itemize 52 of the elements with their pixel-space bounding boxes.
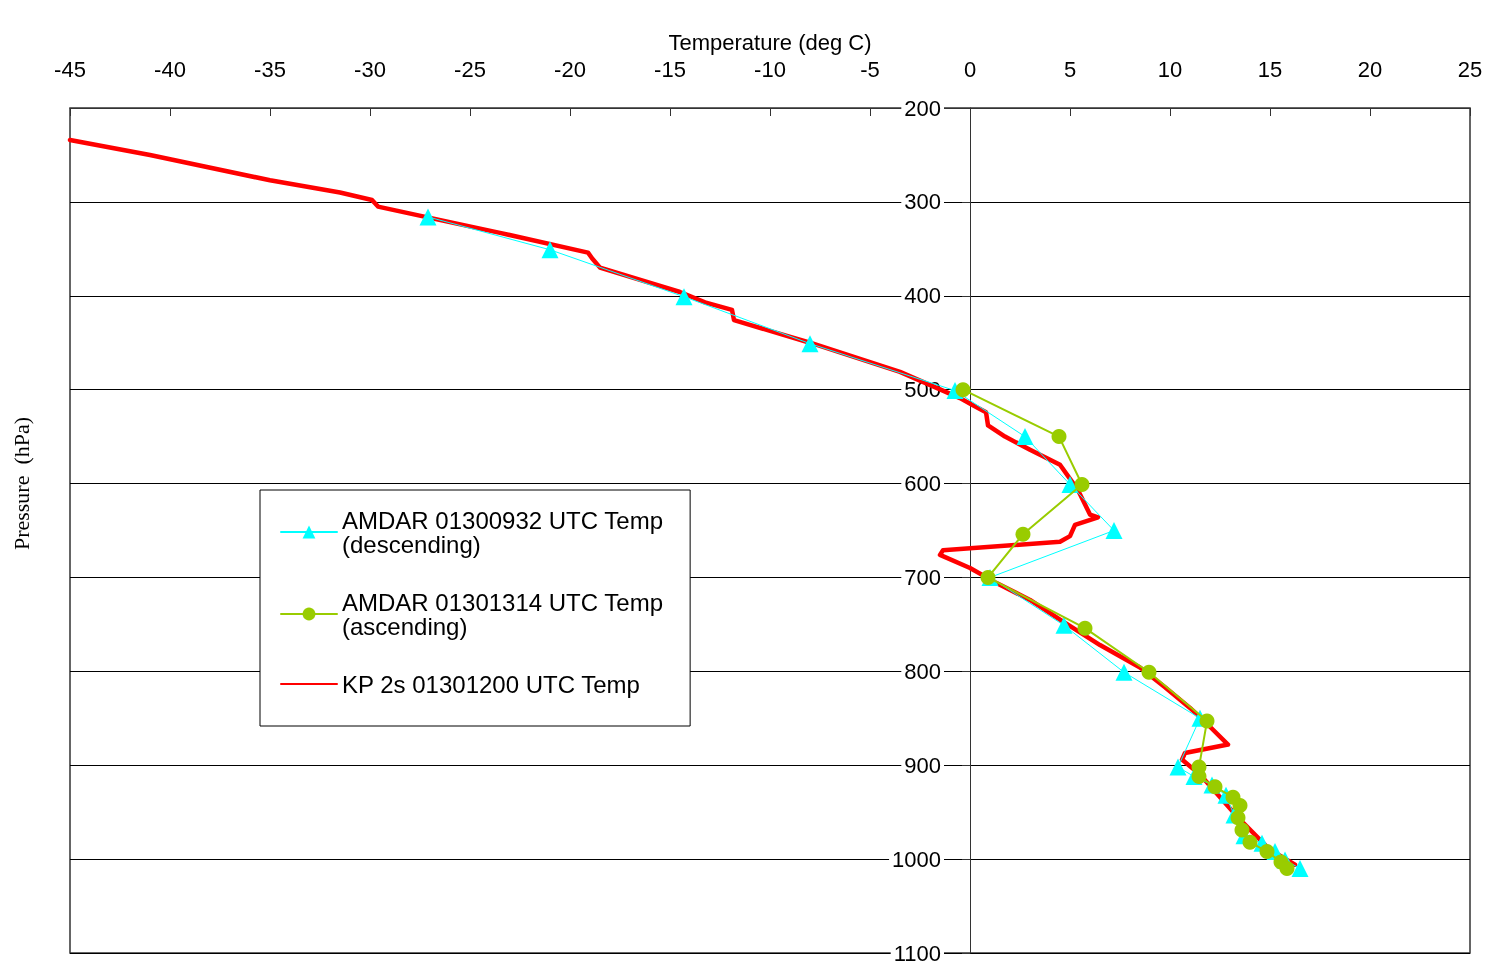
x-tick-label: 25 [1457, 56, 1483, 82]
point [1051, 429, 1067, 445]
legend-label: AMDAR 01301314 UTC Temp (ascending) [342, 588, 670, 640]
x-tick-label: 5 [1063, 56, 1077, 82]
x-tick-label: 20 [1357, 56, 1383, 82]
legend-label: AMDAR 01300932 UTC Temp (descending) [342, 506, 670, 558]
point [541, 241, 559, 259]
y-tick-label: 300 [904, 189, 941, 215]
point [1141, 664, 1157, 680]
y-tick-label: 700 [904, 564, 941, 590]
y-axis-title: Pressure (hPa) [8, 416, 34, 551]
y-tick-label: 600 [904, 471, 941, 497]
x-axis-title: Temperature (deg C) [668, 29, 872, 55]
point [1169, 758, 1187, 776]
point [1234, 822, 1250, 838]
y-tick-label: 400 [904, 283, 941, 309]
x-tick-label: 10 [1157, 56, 1183, 82]
x-tick-label: -15 [654, 56, 686, 82]
x-tick-label: -30 [354, 56, 386, 82]
point [419, 208, 437, 226]
point [1115, 663, 1133, 681]
point [1259, 844, 1275, 860]
y-tick-label: 1100 [893, 940, 941, 966]
legend-label: KP 2s 01301200 UTC Temp [342, 670, 640, 698]
x-tick-label: -5 [860, 56, 880, 82]
point [955, 382, 971, 398]
point [1077, 620, 1093, 636]
point [1291, 860, 1309, 877]
x-tick-label: 0 [963, 56, 977, 82]
x-tick-label: 15 [1257, 56, 1283, 82]
y-tick-label: 900 [904, 752, 941, 778]
point [1055, 616, 1073, 634]
x-tick-label: -20 [554, 56, 586, 82]
y-tick-label: 800 [904, 658, 941, 684]
point [675, 288, 693, 306]
point [1242, 834, 1258, 850]
point [1199, 713, 1215, 729]
point [801, 335, 819, 353]
x-tick-label: -10 [754, 56, 786, 82]
y-tick-label: 1000 [892, 846, 941, 872]
x-tick-label: -25 [454, 56, 486, 82]
x-tick-label: -45 [54, 56, 86, 82]
point [1105, 522, 1123, 539]
x-tick-label: -40 [154, 56, 186, 82]
y-tick-label: 200 [904, 95, 941, 121]
x-tick-label: -35 [254, 56, 286, 82]
point [1016, 428, 1034, 446]
point [1015, 526, 1031, 542]
point [1279, 861, 1295, 876]
point [1207, 779, 1223, 795]
point [1230, 810, 1246, 826]
point [1074, 477, 1090, 492]
